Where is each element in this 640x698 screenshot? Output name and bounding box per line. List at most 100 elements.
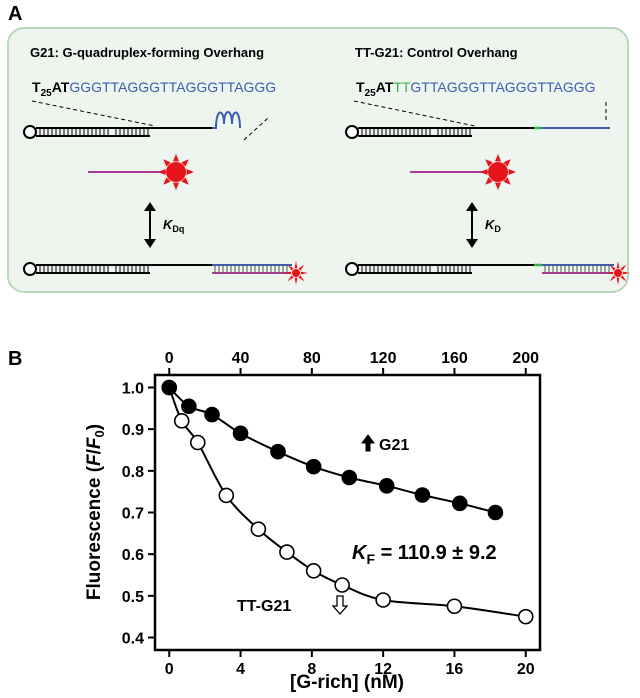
axis-arrow	[361, 434, 375, 452]
sequence: T25ATTTGTTAGGGTTAGGGTTAGGG	[356, 79, 596, 99]
data-point	[334, 577, 350, 593]
data-point	[232, 425, 249, 442]
fluor-ray	[485, 159, 493, 167]
hairpin-loop	[345, 125, 359, 139]
x2-tick-label: 80	[303, 350, 321, 367]
panel-label: A	[8, 3, 22, 25]
fluor-ray	[298, 264, 305, 271]
arrow-head	[144, 202, 156, 211]
fluor-ray	[172, 182, 180, 190]
panel-label: B	[8, 348, 22, 370]
data-point	[204, 406, 220, 423]
hairpin-loop	[23, 262, 37, 276]
construct-title: G21: G-quadruplex-forming Overhang	[30, 45, 264, 60]
rate-constant: KDq	[163, 217, 184, 234]
g-quadruplex	[212, 111, 241, 129]
fluor-ray	[163, 159, 171, 167]
y-tick-label: 0.9	[122, 422, 144, 439]
data-point	[375, 592, 391, 608]
fluor-ray	[287, 264, 294, 271]
fluor-ray	[181, 177, 189, 185]
fluor-ray	[186, 168, 194, 176]
y-title-part: F	[84, 453, 105, 466]
data-point	[341, 469, 358, 486]
fit-subscript: F	[366, 551, 375, 567]
seq-base: T	[356, 79, 365, 95]
seq-linker: AT	[52, 79, 70, 95]
construct-title: TT-G21: Control Overhang	[355, 45, 518, 60]
fluor-ray	[485, 177, 493, 185]
fluor-ray	[609, 275, 616, 282]
data-point	[414, 487, 431, 503]
y-tick-label: 0.4	[122, 631, 144, 648]
data-point	[487, 504, 504, 521]
fluor-ray	[494, 154, 502, 162]
seq-subscript: 25	[365, 88, 377, 99]
x-tick-label: 4	[236, 661, 245, 678]
data-point	[451, 495, 468, 512]
dashed-guide	[243, 117, 269, 141]
y-title-part: Fluorescence (	[84, 465, 105, 600]
fit-symbol: K	[352, 542, 368, 564]
x-tick-label: 8	[307, 661, 316, 678]
data-point	[218, 487, 235, 504]
axis-arrow	[331, 595, 349, 615]
rate-constant: KD	[485, 217, 501, 234]
fluorophore	[614, 269, 622, 277]
data-point	[279, 544, 295, 560]
fluor-ray	[284, 271, 292, 275]
fluor-ray	[508, 168, 516, 176]
y-tick-label: 0.6	[122, 547, 144, 564]
constant-subscript: D	[494, 224, 501, 234]
fluorophore	[292, 269, 300, 277]
fluorophore	[488, 162, 508, 182]
fluor-ray	[181, 159, 189, 167]
arrow-head	[466, 202, 478, 211]
fluor-ray	[480, 168, 488, 176]
seq-subscript: 25	[41, 88, 53, 99]
seq-spacer: TT	[393, 79, 411, 95]
series-name: TT-G21	[237, 598, 291, 615]
data-point	[270, 443, 286, 460]
data-point	[305, 563, 322, 579]
x2-tick-label: 200	[512, 350, 539, 367]
fluor-ray	[616, 277, 620, 285]
x2-tick-label: 160	[441, 350, 468, 367]
fluor-ray	[503, 177, 511, 185]
data-point	[173, 413, 190, 429]
data-point	[181, 398, 197, 415]
y-title-part: )	[84, 424, 105, 430]
data-point	[378, 478, 395, 494]
panel-a-box	[7, 27, 629, 293]
hairpin-loop	[345, 262, 359, 276]
fluor-ray	[616, 261, 620, 269]
x2-tick-label: 40	[232, 350, 250, 367]
fluor-ray	[294, 277, 298, 285]
x-tick-label: 0	[165, 661, 174, 678]
fit-label: KF = 110.9 ± 9.2	[352, 542, 497, 567]
fluor-ray	[503, 159, 511, 167]
y-title-part: /	[84, 448, 105, 454]
fluor-ray	[294, 261, 298, 269]
arrow-head	[144, 239, 156, 248]
seq-base: T	[32, 79, 41, 95]
x-axis-title: [G-rich] (nM)	[290, 672, 404, 693]
seq-overhang: GTTAGGGTTAGGGTTAGGG	[410, 79, 595, 95]
data-point	[161, 379, 178, 396]
fit-text: = 110.9 ± 9.2	[375, 542, 497, 564]
x-tick-label: 20	[517, 661, 535, 678]
x-tick-label: 16	[446, 661, 464, 678]
fluor-ray	[163, 177, 171, 185]
y-tick-label: 0.5	[122, 589, 144, 606]
x2-tick-label: 0	[165, 350, 174, 367]
y-tick-label: 1.0	[122, 381, 144, 398]
fluorophore	[166, 162, 186, 182]
series-name: G21	[379, 437, 409, 454]
data-point	[446, 598, 463, 615]
fluor-ray	[158, 168, 166, 176]
data-point	[250, 521, 267, 537]
data-point	[305, 458, 322, 475]
fluor-ray	[494, 182, 502, 190]
constant-symbol: K	[163, 217, 174, 232]
fluor-ray	[300, 271, 308, 275]
